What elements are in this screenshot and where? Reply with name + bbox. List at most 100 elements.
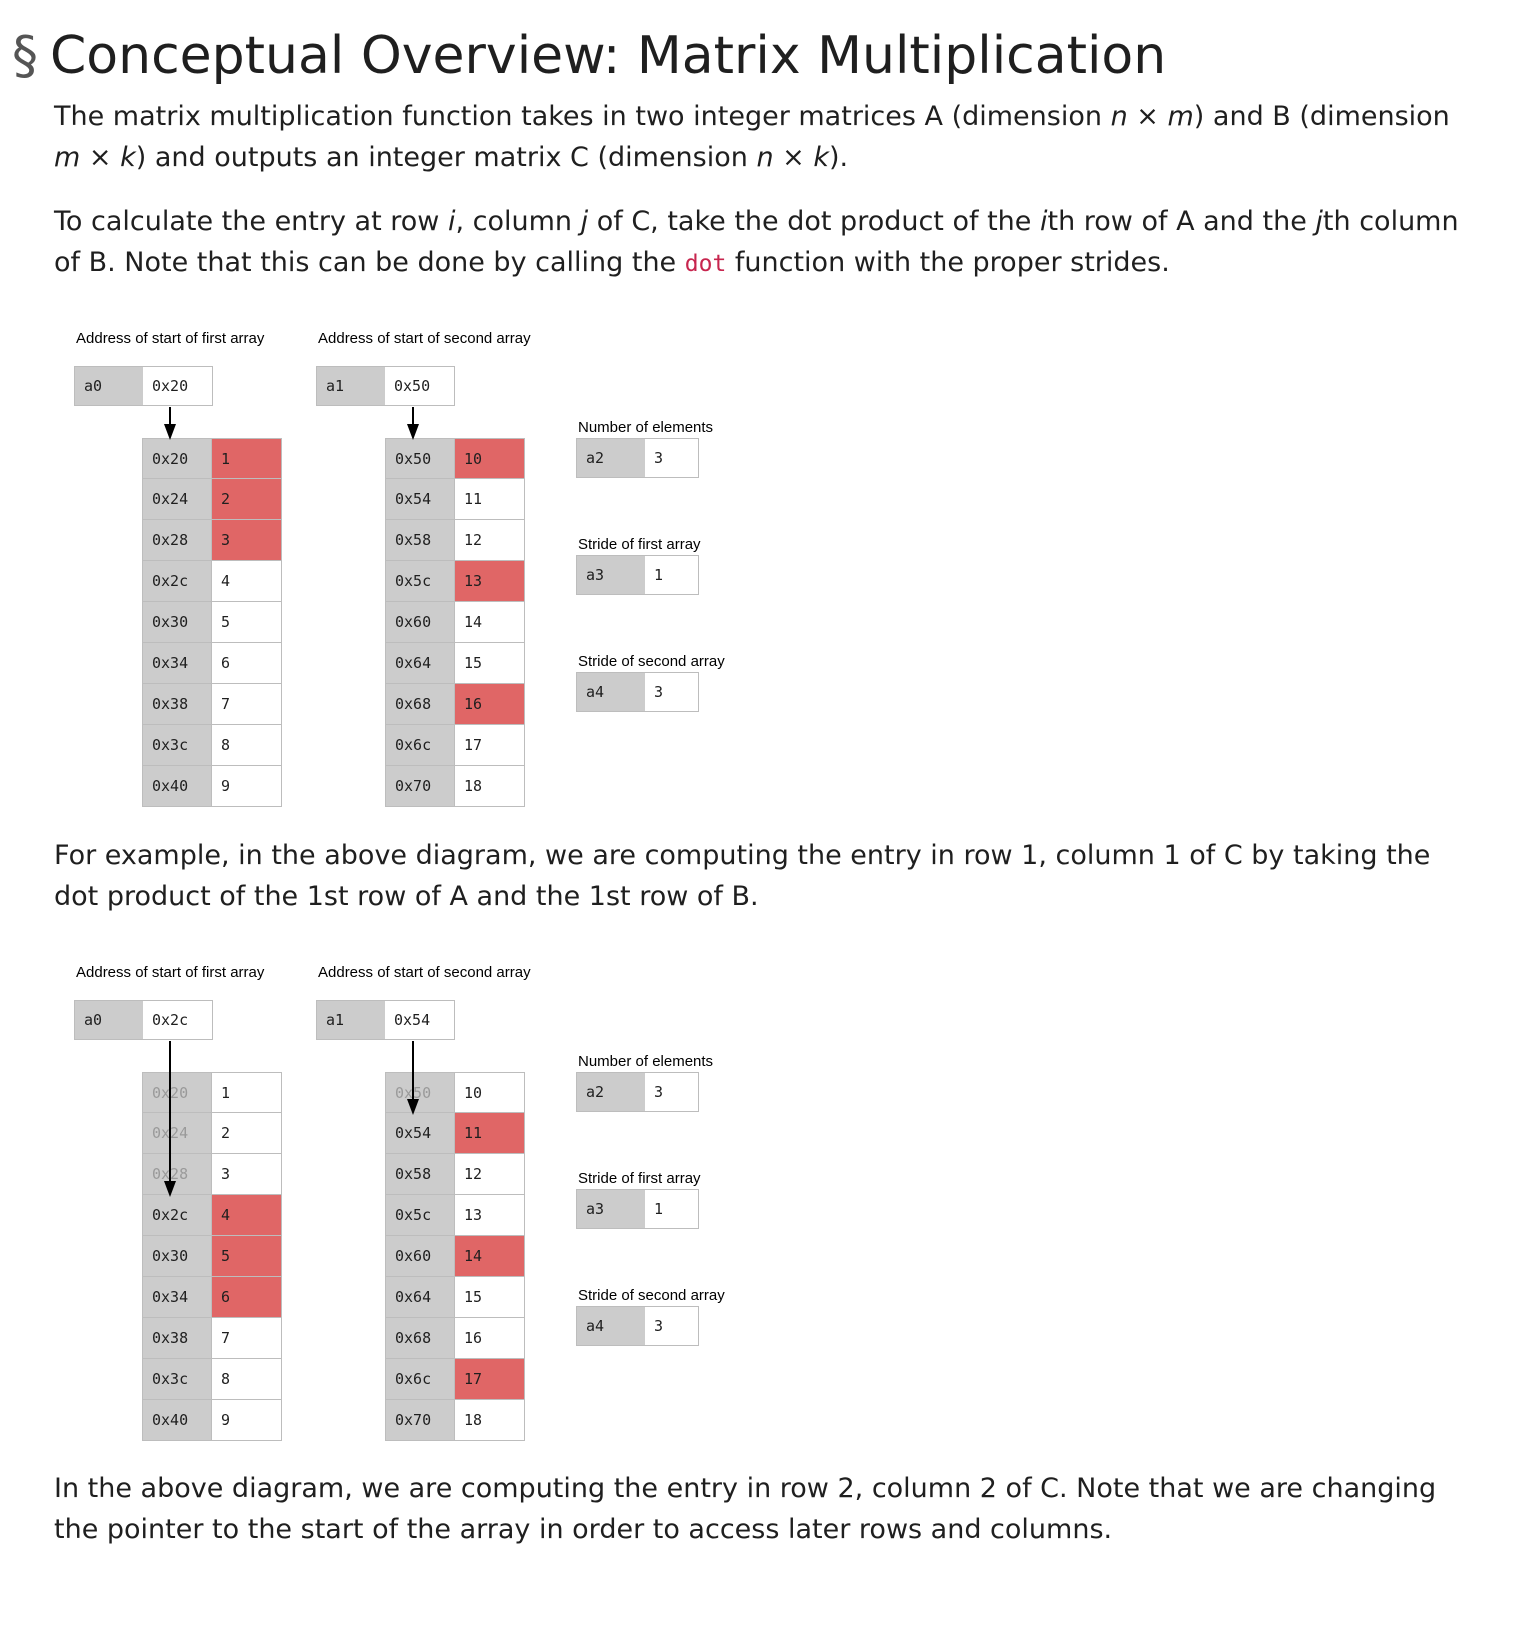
memory-address: 0x34 <box>143 643 212 683</box>
second-array-memory: 0x50 10 0x54 11 0x58 12 0x5c 13 0x60 14 0x64 15 0x68… <box>385 438 525 807</box>
memory-row: 0x30 5 <box>142 1236 282 1277</box>
memory-address: 0x2c <box>143 561 212 601</box>
memory-value: 1 <box>212 439 281 478</box>
memory-row: 0x50 10 <box>385 438 525 479</box>
memory-value: 8 <box>212 1359 281 1399</box>
memory-value: 5 <box>212 602 281 642</box>
example-paragraph-1: For example, in the above diagram, we ar… <box>54 840 1431 912</box>
memory-row: 0x24 2 <box>142 1113 282 1154</box>
memory-value: 15 <box>455 1277 524 1317</box>
memory-row: 0x70 18 <box>385 766 525 807</box>
a0-register-name: a0 <box>75 1001 143 1039</box>
memory-value: 12 <box>455 1154 524 1194</box>
intro-paragraph-1: The matrix multiplication function takes… <box>54 101 1450 173</box>
a4-register-name: a4 <box>577 1307 645 1345</box>
memory-address: 0x6c <box>386 1359 455 1399</box>
memory-row: 0x40 9 <box>142 766 282 807</box>
memory-value: 10 <box>455 1073 524 1112</box>
memory-value: 1 <box>212 1073 281 1112</box>
memory-address: 0x60 <box>386 602 455 642</box>
a3-register: a3 1 <box>576 555 699 595</box>
memory-value: 10 <box>455 439 524 478</box>
a3-register-name: a3 <box>577 556 645 594</box>
memory-address: 0x70 <box>386 766 455 806</box>
memory-row: 0x50 10 <box>385 1072 525 1113</box>
memory-address: 0x50 <box>386 1073 455 1112</box>
memory-row: 0x20 1 <box>142 438 282 479</box>
memory-row: 0x68 16 <box>385 684 525 725</box>
first-array-memory: 0x20 1 0x24 2 0x28 3 0x2c 4 0x30 5 0x34 6 0x38 7 0x3c 8… <box>142 438 282 807</box>
memory-row: 0x40 9 <box>142 1400 282 1441</box>
memory-value: 11 <box>455 479 524 519</box>
memory-address: 0x3c <box>143 725 212 765</box>
memory-value: 3 <box>212 1154 281 1194</box>
memory-row: 0x34 6 <box>142 1277 282 1318</box>
example-paragraph-2: In the above diagram, we are computing t… <box>54 1473 1437 1545</box>
memory-value: 9 <box>212 766 281 806</box>
memory-row: 0x70 18 <box>385 1400 525 1441</box>
memory-address: 0x68 <box>386 1318 455 1358</box>
memory-address: 0x60 <box>386 1236 455 1276</box>
memory-address: 0x38 <box>143 684 212 724</box>
memory-row: 0x3c 8 <box>142 725 282 766</box>
memory-row: 0x2c 4 <box>142 1195 282 1236</box>
a4-register-name: a4 <box>577 673 645 711</box>
a1-register-name: a1 <box>317 1001 385 1039</box>
a3-register-value: 1 <box>645 556 698 594</box>
memory-row: 0x64 15 <box>385 643 525 684</box>
memory-address: 0x28 <box>143 1154 212 1194</box>
memory-address: 0x54 <box>386 479 455 519</box>
memory-row: 0x60 14 <box>385 602 525 643</box>
a3-register-value: 1 <box>645 1190 698 1228</box>
a0-register-value: 0x2c <box>143 1001 212 1039</box>
stride-first-array-label: Stride of first array <box>578 1170 701 1187</box>
memory-row: 0x28 3 <box>142 520 282 561</box>
memory-row: 0x64 15 <box>385 1277 525 1318</box>
first-array-label: Address of start of first array <box>76 964 265 981</box>
memory-row: 0x38 7 <box>142 1318 282 1359</box>
memory-value: 18 <box>455 1400 524 1440</box>
memory-row: 0x34 6 <box>142 643 282 684</box>
a4-register: a4 3 <box>576 672 699 712</box>
memory-value: 16 <box>455 1318 524 1358</box>
memory-value: 14 <box>455 602 524 642</box>
memory-value: 2 <box>212 1113 281 1153</box>
section-symbol: § <box>12 26 38 86</box>
memory-row: 0x2c 4 <box>142 561 282 602</box>
memory-row: 0x5c 13 <box>385 1195 525 1236</box>
memory-row: 0x54 11 <box>385 1113 525 1154</box>
a4-register: a4 3 <box>576 1306 699 1346</box>
a1-register-name: a1 <box>317 367 385 405</box>
memory-value: 16 <box>455 684 524 724</box>
memory-value: 4 <box>212 561 281 601</box>
memory-address: 0x30 <box>143 602 212 642</box>
memory-value: 9 <box>212 1400 281 1440</box>
a0-register: a0 0x20 <box>74 366 213 406</box>
memory-address: 0x2c <box>143 1195 212 1235</box>
stride-first-array-label: Stride of first array <box>578 536 701 553</box>
memory-address: 0x24 <box>143 479 212 519</box>
number-of-elements-label: Number of elements <box>578 1053 714 1070</box>
second-array-memory: 0x50 10 0x54 11 0x58 12 0x5c 13 0x60 14 0x64 15 0x68… <box>385 1072 525 1441</box>
memory-row: 0x3c 8 <box>142 1359 282 1400</box>
stride-second-array-label: Stride of second array <box>578 653 725 670</box>
memory-address: 0x40 <box>143 766 212 806</box>
second-array-label: Address of start of second array <box>318 330 531 347</box>
memory-address: 0x50 <box>386 439 455 478</box>
memory-address: 0x54 <box>386 1113 455 1153</box>
intro-paragraph-2: To calculate the entry at row i, column … <box>54 206 1459 278</box>
memory-value: 13 <box>455 561 524 601</box>
memory-value: 15 <box>455 643 524 683</box>
a1-register-value: 0x50 <box>385 367 454 405</box>
memory-address: 0x5c <box>386 561 455 601</box>
memory-address: 0x64 <box>386 1277 455 1317</box>
memory-value: 14 <box>455 1236 524 1276</box>
a1-pointer-arrow <box>407 407 419 440</box>
memory-address: 0x20 <box>143 1073 212 1112</box>
stride-diagram-1: Address of start of first array Address o… <box>0 330 760 830</box>
memory-row: 0x68 16 <box>385 1318 525 1359</box>
memory-value: 7 <box>212 1318 281 1358</box>
memory-row: 0x38 7 <box>142 684 282 725</box>
page-title: § Conceptual Overview: Matrix Multiplicat… <box>12 24 1166 88</box>
a2-register-value: 3 <box>645 1073 698 1111</box>
